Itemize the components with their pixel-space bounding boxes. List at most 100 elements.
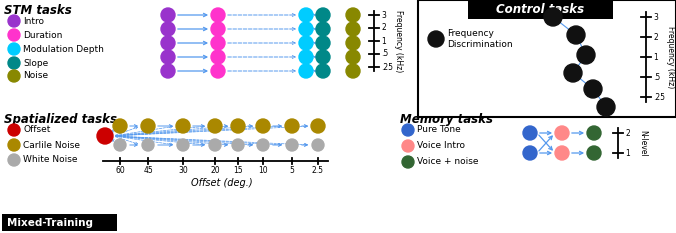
Circle shape	[232, 139, 244, 151]
Circle shape	[346, 36, 360, 50]
Text: 15: 15	[233, 166, 243, 175]
Circle shape	[346, 64, 360, 78]
Circle shape	[8, 154, 20, 166]
Circle shape	[8, 43, 20, 55]
Circle shape	[428, 31, 444, 47]
Text: Intro: Intro	[23, 17, 44, 25]
Text: Offset (deg.): Offset (deg.)	[191, 178, 252, 188]
Circle shape	[587, 126, 601, 140]
Circle shape	[299, 36, 313, 50]
Text: Carlile Noise: Carlile Noise	[23, 140, 80, 150]
Circle shape	[142, 139, 154, 151]
Text: Frequency (kHz): Frequency (kHz)	[394, 10, 403, 72]
FancyBboxPatch shape	[2, 214, 117, 231]
Circle shape	[176, 119, 190, 133]
Circle shape	[8, 15, 20, 27]
Text: 2: 2	[653, 32, 658, 41]
Circle shape	[113, 119, 127, 133]
Text: 3: 3	[653, 13, 658, 21]
Circle shape	[256, 119, 270, 133]
Circle shape	[316, 64, 330, 78]
Circle shape	[587, 146, 601, 160]
Text: N-level: N-level	[638, 130, 647, 156]
Circle shape	[544, 8, 562, 26]
Circle shape	[346, 50, 360, 64]
Text: .5: .5	[381, 49, 388, 58]
Text: 60: 60	[115, 166, 125, 175]
Text: Memory tasks: Memory tasks	[400, 113, 493, 126]
Circle shape	[346, 8, 360, 22]
Circle shape	[567, 26, 585, 44]
Circle shape	[208, 119, 222, 133]
Circle shape	[312, 139, 324, 151]
Text: 1: 1	[625, 148, 630, 158]
Circle shape	[211, 64, 225, 78]
Circle shape	[402, 156, 414, 168]
Circle shape	[8, 70, 20, 82]
Circle shape	[523, 146, 537, 160]
Circle shape	[316, 22, 330, 36]
Circle shape	[211, 50, 225, 64]
Circle shape	[161, 8, 175, 22]
Text: .25: .25	[653, 93, 665, 102]
Circle shape	[8, 139, 20, 151]
Circle shape	[161, 64, 175, 78]
Circle shape	[584, 80, 602, 98]
Text: .25: .25	[381, 62, 393, 72]
Circle shape	[97, 128, 113, 144]
Text: 20: 20	[210, 166, 220, 175]
Circle shape	[311, 119, 325, 133]
Text: 1: 1	[653, 52, 658, 62]
Text: 30: 30	[178, 166, 188, 175]
Circle shape	[141, 119, 155, 133]
Circle shape	[231, 119, 245, 133]
Circle shape	[114, 139, 126, 151]
Circle shape	[177, 139, 189, 151]
Circle shape	[8, 57, 20, 69]
Text: Mixed-Training: Mixed-Training	[7, 217, 93, 227]
Text: 5: 5	[289, 166, 295, 175]
Circle shape	[211, 36, 225, 50]
Text: Pure Tone: Pure Tone	[417, 126, 461, 134]
Circle shape	[577, 46, 595, 64]
Text: 10: 10	[258, 166, 268, 175]
FancyBboxPatch shape	[468, 0, 613, 19]
Text: 2: 2	[381, 24, 386, 32]
FancyBboxPatch shape	[418, 0, 676, 117]
Text: Duration: Duration	[23, 31, 62, 40]
Circle shape	[257, 139, 269, 151]
Circle shape	[346, 22, 360, 36]
Circle shape	[8, 124, 20, 136]
Text: Noise: Noise	[23, 72, 48, 80]
Circle shape	[316, 8, 330, 22]
Text: Offset: Offset	[23, 126, 51, 134]
Text: Slope: Slope	[23, 58, 48, 68]
Text: 2.5: 2.5	[312, 166, 324, 175]
Text: STM tasks: STM tasks	[4, 4, 72, 17]
Circle shape	[161, 22, 175, 36]
Circle shape	[161, 36, 175, 50]
Text: Spatialized tasks: Spatialized tasks	[4, 113, 117, 126]
Circle shape	[209, 139, 221, 151]
Text: Control tasks: Control tasks	[496, 3, 584, 16]
Circle shape	[523, 126, 537, 140]
Circle shape	[8, 29, 20, 41]
Text: Voice Intro: Voice Intro	[417, 141, 465, 151]
Text: White Noise: White Noise	[23, 155, 78, 164]
Text: .5: .5	[653, 72, 660, 82]
Text: Voice + noise: Voice + noise	[417, 158, 479, 167]
Circle shape	[555, 146, 569, 160]
Circle shape	[316, 36, 330, 50]
Circle shape	[402, 140, 414, 152]
Circle shape	[597, 98, 615, 116]
Text: 3: 3	[381, 10, 386, 20]
Circle shape	[316, 50, 330, 64]
Text: Frequency
Discrimination: Frequency Discrimination	[447, 29, 512, 49]
Circle shape	[285, 119, 299, 133]
Text: 1: 1	[381, 37, 386, 45]
Circle shape	[402, 124, 414, 136]
Text: Modulation Depth: Modulation Depth	[23, 45, 104, 54]
Text: 2: 2	[625, 129, 630, 137]
Circle shape	[564, 64, 582, 82]
Circle shape	[211, 22, 225, 36]
